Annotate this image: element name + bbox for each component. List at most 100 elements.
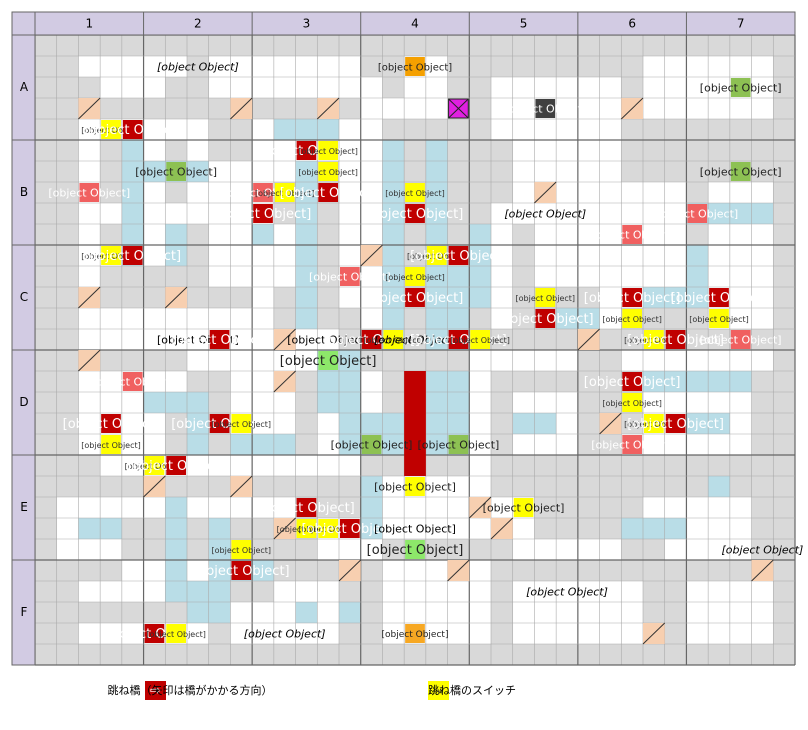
corridor bbox=[708, 476, 730, 497]
bridge: [object Object] bbox=[84, 249, 181, 264]
marker-box bbox=[209, 414, 230, 433]
marker-label: [object Object] bbox=[700, 166, 782, 179]
corridor bbox=[295, 602, 318, 623]
marker-box bbox=[383, 330, 404, 349]
corridor bbox=[621, 518, 687, 539]
stairs-edge bbox=[316, 97, 340, 120]
marker-label: [object Object] bbox=[157, 61, 239, 74]
bridge: [object Object] bbox=[367, 207, 464, 222]
row-label: A bbox=[20, 80, 29, 94]
stairs-edge bbox=[620, 97, 644, 120]
marker-box bbox=[665, 414, 686, 433]
room bbox=[339, 119, 361, 308]
marker-box bbox=[209, 330, 230, 349]
marker-box bbox=[448, 435, 469, 454]
switch: [object Object] bbox=[298, 525, 358, 534]
stairs-edge bbox=[468, 496, 492, 519]
corridor bbox=[686, 245, 709, 308]
stairs-edge bbox=[577, 328, 600, 351]
bridge: [object Object] bbox=[84, 123, 181, 138]
room bbox=[469, 350, 578, 371]
row-label: F bbox=[21, 605, 28, 619]
switch: [object Object] bbox=[212, 420, 272, 429]
marker-box bbox=[405, 540, 425, 559]
marker-label: [object Object] bbox=[280, 354, 377, 369]
corridor bbox=[273, 119, 339, 140]
switch: [object Object] bbox=[212, 546, 272, 555]
column-label: 4 bbox=[411, 17, 419, 31]
marker-box bbox=[101, 246, 121, 265]
marker-label: [object Object] bbox=[483, 502, 565, 515]
stairs-edge bbox=[78, 349, 101, 372]
marker-box bbox=[296, 141, 317, 160]
marker-box bbox=[253, 204, 273, 223]
marker-box bbox=[122, 120, 143, 139]
switch: [object Object] bbox=[298, 168, 358, 177]
marker-box bbox=[405, 57, 425, 76]
marker-box bbox=[166, 624, 186, 643]
column-label: 5 bbox=[520, 17, 528, 31]
column-label: 7 bbox=[737, 17, 745, 31]
switch: [object Object] bbox=[146, 630, 206, 639]
bridge: [object Object] bbox=[627, 333, 724, 348]
corridor bbox=[230, 434, 296, 455]
marker-box bbox=[296, 519, 317, 538]
switch: [object Object] bbox=[450, 336, 510, 345]
marker-box bbox=[296, 498, 317, 517]
bridge: [object Object] bbox=[171, 333, 268, 348]
marker-label: [object Object] bbox=[92, 376, 174, 389]
marker-box bbox=[622, 393, 642, 412]
bridge: [object Object] bbox=[280, 186, 377, 201]
marker-box bbox=[122, 246, 143, 265]
room bbox=[469, 371, 491, 476]
corridor bbox=[360, 476, 383, 539]
bridge: [object Object] bbox=[584, 291, 681, 306]
switch: [object Object] bbox=[277, 525, 337, 534]
switch: [object Object] bbox=[255, 189, 315, 198]
marker-box bbox=[730, 162, 751, 181]
marker-label: [object Object] bbox=[700, 82, 782, 95]
marker-box bbox=[405, 624, 425, 643]
marker-label: [object Object] bbox=[135, 166, 217, 179]
switch: [object Object] bbox=[81, 252, 141, 261]
marker-box bbox=[470, 330, 490, 349]
marker-box bbox=[448, 246, 469, 265]
legend-text: 跳ね橋（矢印は橋がかかる方向） bbox=[108, 683, 273, 697]
bridge: [object Object] bbox=[627, 417, 724, 432]
switch: [object Object] bbox=[81, 126, 141, 135]
stairs-edge bbox=[230, 475, 253, 498]
stairs-edge bbox=[599, 412, 622, 435]
marker-box bbox=[122, 372, 143, 391]
marker-box bbox=[144, 624, 165, 643]
marker-box bbox=[448, 330, 469, 349]
marker-label: [object Object] bbox=[504, 208, 586, 221]
marker-label: [object Object] bbox=[378, 63, 452, 74]
marker-box bbox=[253, 183, 273, 202]
marker-label: [object Object] bbox=[374, 334, 456, 347]
switch: [object Object] bbox=[516, 294, 576, 303]
marker-box bbox=[405, 183, 425, 202]
bridge: [object Object] bbox=[367, 291, 464, 306]
stairs-edge bbox=[360, 244, 383, 267]
room bbox=[621, 98, 774, 119]
marker-label: [object Object] bbox=[591, 439, 673, 452]
marker-box bbox=[405, 477, 425, 496]
marker-box bbox=[644, 330, 664, 349]
stairs-edge bbox=[534, 181, 557, 204]
marker-box bbox=[340, 267, 360, 286]
bridge: [object Object] bbox=[193, 564, 290, 579]
corridor bbox=[339, 602, 361, 623]
bridge: [object Object] bbox=[215, 207, 312, 222]
marker-box bbox=[687, 204, 708, 223]
marker-label: [object Object] bbox=[374, 481, 456, 494]
bridge-column bbox=[404, 371, 426, 476]
marker-box bbox=[101, 435, 121, 454]
marker-box bbox=[318, 351, 338, 370]
bridge: [object Object] bbox=[410, 249, 507, 264]
marker-box bbox=[535, 288, 556, 307]
switch: [object Object] bbox=[602, 399, 662, 408]
marker-label: [object Object] bbox=[722, 544, 804, 557]
stairs-edge bbox=[642, 622, 666, 645]
